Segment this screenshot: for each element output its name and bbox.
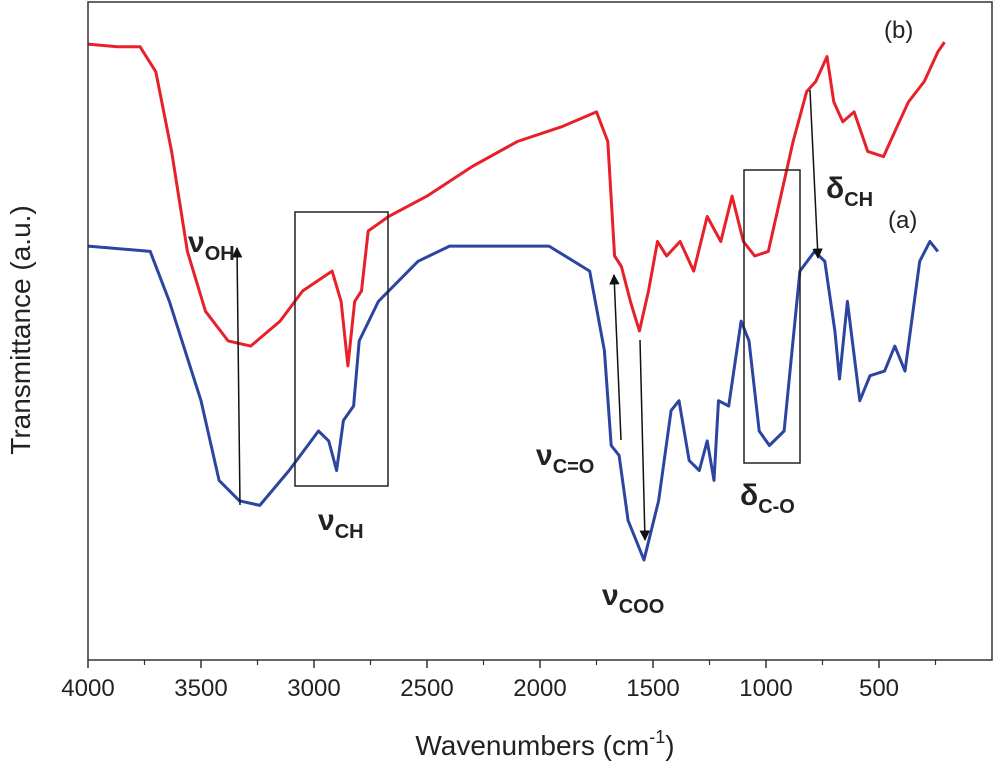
x-tick-label: 2500 <box>400 675 453 702</box>
x-tick-label: 4000 <box>61 675 114 702</box>
annotation: νCOO <box>602 579 664 618</box>
annotation: δCH <box>826 172 873 211</box>
annotation: νOH <box>188 226 235 265</box>
arrow <box>809 89 823 260</box>
annotation: (a) <box>888 207 917 234</box>
annotation: νC=O <box>536 439 594 478</box>
x-tick-label: 1000 <box>739 675 792 702</box>
x-tick-label: 3500 <box>174 675 227 702</box>
annotation: (b) <box>884 17 913 44</box>
y-axis-label: Transmittance (a.u.) <box>5 205 36 454</box>
x-tick-label: 2000 <box>513 675 566 702</box>
x-tick-label: 3000 <box>287 675 340 702</box>
annotation: δC-O <box>740 479 795 518</box>
annotation: νCH <box>318 504 364 543</box>
x-tick-label: 500 <box>859 675 899 702</box>
plot-frame <box>87 1 993 661</box>
arrow <box>231 246 243 506</box>
x-tick-label: 1500 <box>626 675 679 702</box>
arrow <box>639 339 651 542</box>
box-ch <box>294 211 389 487</box>
x-axis-label: Wavenumbers (cm-1) <box>415 727 674 761</box>
box-co <box>743 169 801 464</box>
series-line <box>87 240 939 562</box>
arrow <box>609 273 622 441</box>
series-line <box>87 41 946 368</box>
